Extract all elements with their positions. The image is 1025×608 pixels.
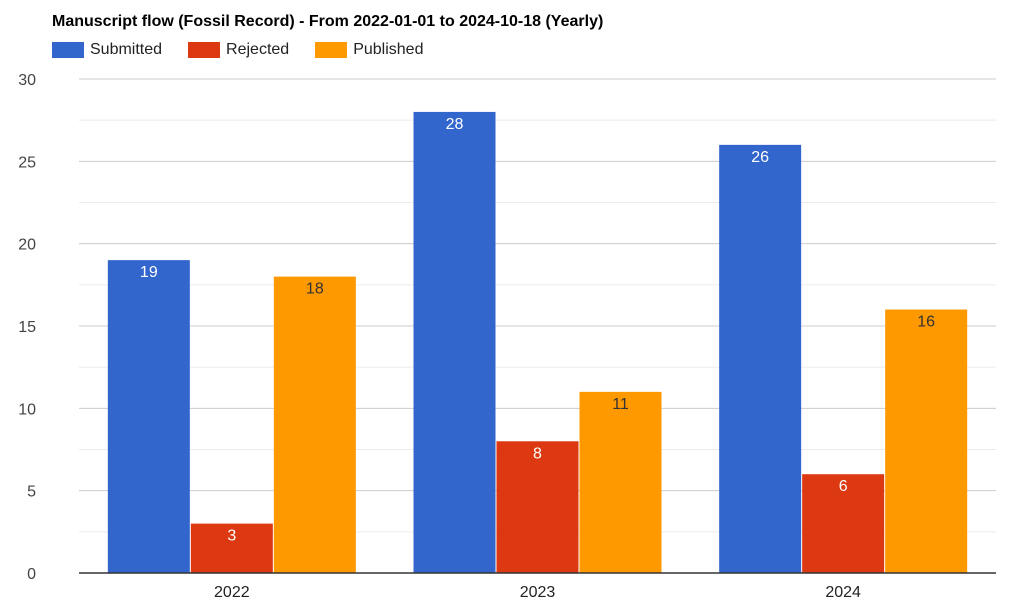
legend-label-rejected: Rejected <box>226 41 290 58</box>
data-label: 3 <box>227 528 236 545</box>
y-tick-label: 30 <box>18 72 36 89</box>
bar-submitted <box>719 144 802 573</box>
legend-label-submitted: Submitted <box>90 41 163 58</box>
y-tick-label: 5 <box>27 484 36 501</box>
y-tick-label: 15 <box>18 319 36 336</box>
x-tick-label: 2024 <box>825 584 861 601</box>
data-label: 16 <box>917 314 935 331</box>
bar-rejected <box>190 523 273 573</box>
legend: Submitted Rejected Published <box>52 41 449 59</box>
chart-title: Manuscript flow (Fossil Record) - From 2… <box>52 13 604 30</box>
y-tick-label: 20 <box>18 237 36 254</box>
legend-swatch-submitted <box>52 42 84 58</box>
bar-published <box>885 309 968 573</box>
data-label: 11 <box>612 396 629 413</box>
y-tick-label: 25 <box>18 154 36 171</box>
bar-submitted <box>413 111 496 573</box>
data-label: 18 <box>306 281 324 298</box>
x-tick-label: 2023 <box>520 584 556 601</box>
bar-published <box>273 276 356 573</box>
data-label: 6 <box>839 478 848 495</box>
data-label: 8 <box>533 445 542 462</box>
y-tick-label: 10 <box>18 401 36 418</box>
bar-submitted <box>107 260 190 573</box>
bar-rejected <box>802 474 885 573</box>
legend-item-rejected[interactable]: Rejected <box>188 41 289 59</box>
legend-swatch-published <box>315 42 348 58</box>
legend-item-submitted[interactable]: Submitted <box>52 41 162 59</box>
bar-published <box>579 391 662 573</box>
bar-rejected <box>496 441 579 573</box>
legend-item-published[interactable]: Published <box>315 41 423 59</box>
y-tick-label: 0 <box>27 566 36 583</box>
data-label: 26 <box>751 149 769 166</box>
legend-swatch-rejected <box>188 42 221 58</box>
data-label: 28 <box>446 116 464 133</box>
legend-label-published: Published <box>353 41 424 58</box>
x-tick-label: 2022 <box>214 584 250 601</box>
data-label: 19 <box>140 264 158 281</box>
